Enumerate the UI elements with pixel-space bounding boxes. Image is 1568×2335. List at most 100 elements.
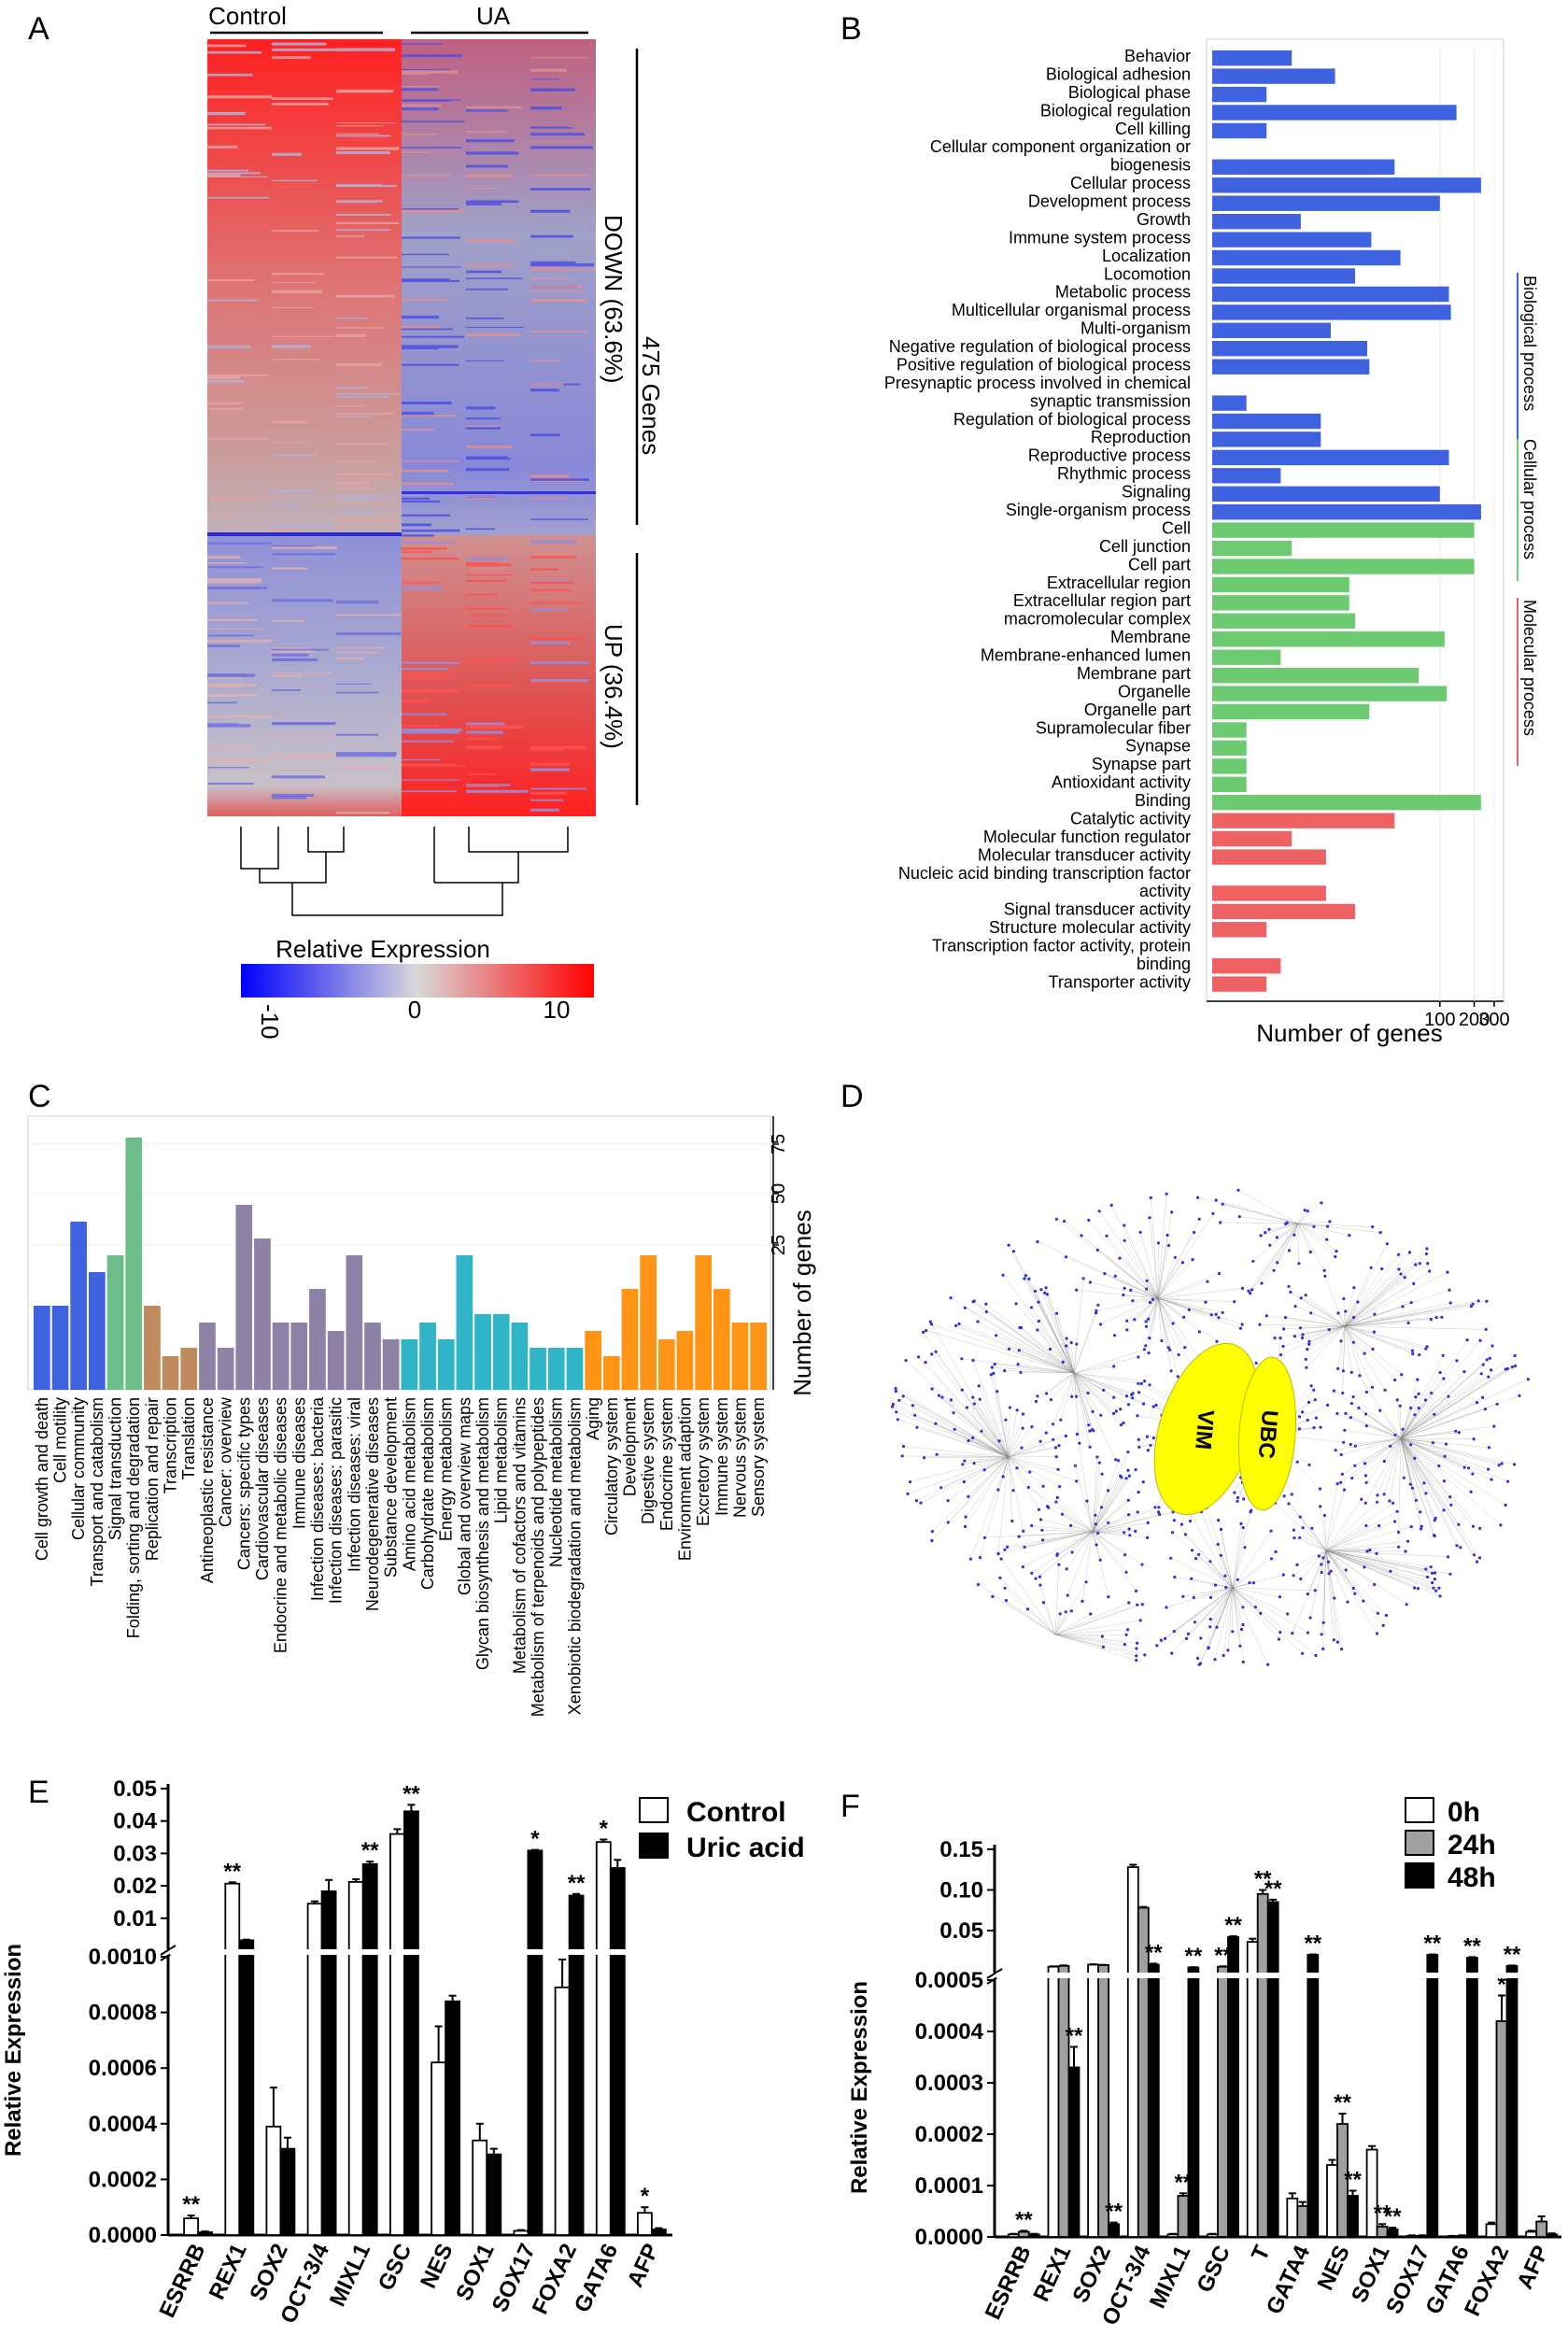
heatmap-stripe: [207, 566, 263, 569]
network-node: [1442, 1479, 1447, 1483]
network-edge: [1325, 1550, 1347, 1571]
network-edge: [1325, 1550, 1441, 1597]
network-node: [1469, 1490, 1473, 1493]
panel-d-network: VIM UBC: [890, 1188, 1530, 1666]
network-edge: [1261, 1223, 1299, 1237]
f-bar: [1087, 1963, 1099, 2238]
network-node: [1142, 1348, 1146, 1351]
network-node: [1495, 1402, 1499, 1406]
network-node: [1165, 1192, 1168, 1196]
network-edge: [1232, 1558, 1272, 1589]
heatmap-stripe: [402, 236, 460, 239]
network-node: [1420, 1524, 1423, 1528]
network-edge: [907, 1456, 1010, 1494]
heatmap-stripe: [530, 580, 571, 582]
kegg-bar: [34, 1306, 50, 1390]
network-node: [1190, 1549, 1194, 1552]
heatmap-stripe: [272, 775, 325, 779]
f-significance: **: [1185, 1944, 1203, 1969]
network-node: [1353, 1464, 1357, 1467]
network-node: [1192, 1595, 1195, 1600]
network-node: [1030, 1523, 1034, 1528]
go-bar: [1212, 177, 1481, 193]
network-node: [1091, 1409, 1095, 1413]
network-edge: [979, 1385, 1010, 1458]
go-bar: [1212, 903, 1355, 920]
network-edge: [1344, 1277, 1406, 1327]
heatmap-stripe: [530, 768, 570, 771]
network-edge: [1092, 1476, 1130, 1533]
network-node: [1500, 1462, 1504, 1465]
network-node: [1217, 1316, 1221, 1320]
network-edge: [1232, 1587, 1280, 1633]
network-node: [1241, 1622, 1245, 1627]
network-edge: [1400, 1397, 1483, 1439]
network-node: [1273, 1337, 1277, 1340]
network-edge: [1342, 1437, 1402, 1475]
kegg-category-label: Cellular community: [69, 1397, 88, 1540]
network-node: [1004, 1599, 1008, 1603]
network-node: [1290, 1493, 1293, 1496]
network-edge: [1400, 1437, 1445, 1511]
network-edge: [1383, 1437, 1402, 1494]
network-node: [1518, 1394, 1521, 1397]
network-node: [1198, 1662, 1203, 1665]
heatmap-stripe: [402, 209, 464, 213]
network-node: [1058, 1612, 1062, 1616]
network-node: [1389, 1444, 1392, 1448]
heatmap-stripe: [272, 282, 317, 284]
network-edge: [1351, 1403, 1402, 1439]
go-bar: [1212, 68, 1335, 84]
heatmap-stripe: [530, 127, 572, 129]
network-node: [1407, 1251, 1412, 1254]
network-node: [922, 1456, 926, 1460]
network-node: [1424, 1252, 1428, 1256]
network-node: [1339, 1480, 1343, 1484]
network-node: [1095, 1543, 1098, 1547]
network-node: [1194, 1557, 1198, 1561]
panel-label-a: A: [28, 11, 49, 47]
panel-label-f: F: [841, 1789, 860, 1824]
heatmap-stripe: [207, 684, 242, 687]
network-node: [1487, 1375, 1490, 1379]
network-edge: [993, 1373, 1010, 1458]
network-node: [1169, 1369, 1173, 1373]
network-edge: [1092, 1522, 1109, 1533]
network-node: [996, 1390, 999, 1394]
network-edge: [1355, 1437, 1402, 1447]
network-edge: [1171, 1587, 1234, 1654]
network-edge: [1400, 1432, 1460, 1439]
network-edge: [999, 1578, 1056, 1635]
network-edge: [1073, 1372, 1077, 1397]
e-y-tick-label: 0.05: [113, 1776, 157, 1802]
heatmap-stripe: [402, 99, 452, 102]
network-edge: [1008, 1456, 1030, 1473]
network-edge: [1067, 1531, 1094, 1596]
network-node: [1145, 1279, 1149, 1282]
network-node: [940, 1395, 944, 1399]
network-edge: [1170, 1558, 1234, 1589]
heatmap-stripe: [272, 290, 322, 293]
kegg-bar: [419, 1323, 436, 1390]
f-bar: [1207, 2233, 1219, 2239]
network-node: [1349, 1402, 1353, 1406]
network-node: [1437, 1464, 1441, 1468]
network-node: [1385, 1242, 1389, 1246]
network-edge: [1359, 1375, 1402, 1439]
f-bar: [1217, 1965, 1229, 2238]
network-node: [1144, 1344, 1148, 1348]
heatmap-stripe: [530, 290, 585, 292]
heatmap-stripe: [336, 202, 376, 204]
kegg-category-label: Infection diseases: parasitic: [327, 1397, 346, 1604]
heatmap-stripe: [336, 754, 396, 757]
network-edge: [973, 1301, 1075, 1374]
network-edge: [1008, 1456, 1044, 1487]
network-node: [930, 1530, 935, 1534]
heatmap-stripe: [272, 56, 311, 60]
heatmap-stripe: [207, 578, 261, 582]
network-edge: [980, 1399, 1010, 1458]
heatmap-stripe: [402, 790, 457, 793]
network-node: [976, 1582, 981, 1587]
network-node: [930, 1323, 934, 1326]
heatmap-stripe: [207, 279, 255, 281]
